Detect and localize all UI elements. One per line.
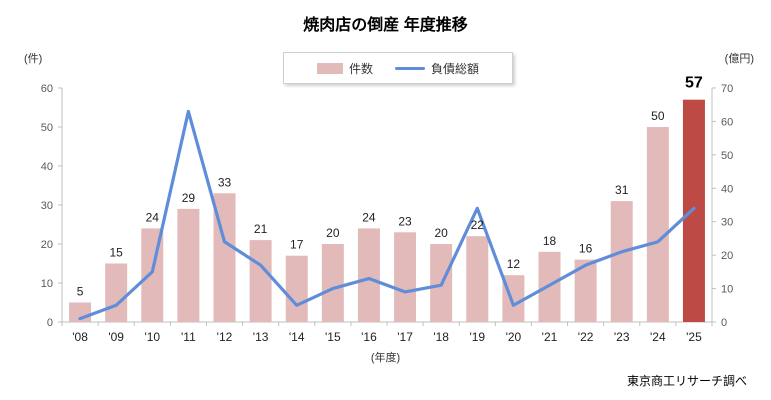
legend: 件数 負債総額 [283, 52, 513, 84]
svg-text:'25: '25 [686, 330, 702, 344]
svg-text:50: 50 [41, 122, 53, 134]
legend-label-line: 負債総額 [431, 61, 480, 76]
svg-text:10: 10 [721, 284, 733, 296]
svg-text:17: 17 [290, 238, 304, 252]
svg-text:'18: '18 [433, 330, 449, 344]
svg-text:30: 30 [721, 217, 733, 229]
svg-text:30: 30 [41, 200, 53, 212]
chart-title: 焼肉店の倒産 年度推移 [303, 17, 468, 34]
svg-text:10: 10 [41, 278, 53, 290]
svg-text:'17: '17 [397, 330, 413, 344]
svg-text:'19: '19 [469, 330, 485, 344]
svg-text:'23: '23 [614, 330, 630, 344]
svg-text:20: 20 [434, 226, 448, 240]
legend-item-bars: 件数 [316, 60, 373, 77]
svg-text:70: 70 [721, 83, 733, 95]
svg-text:'20: '20 [506, 330, 522, 344]
svg-text:20: 20 [41, 239, 53, 251]
bar-series-swatch-icon [316, 62, 343, 74]
svg-text:60: 60 [41, 83, 53, 95]
left-axis-unit-label: (件) [24, 53, 43, 65]
line-series-swatch-icon [395, 66, 425, 70]
svg-text:5: 5 [77, 285, 84, 299]
svg-text:0: 0 [47, 317, 53, 329]
svg-text:'14: '14 [289, 330, 305, 344]
svg-text:'12: '12 [217, 330, 233, 344]
svg-text:21: 21 [254, 222, 268, 236]
svg-text:33: 33 [218, 175, 232, 189]
svg-text:18: 18 [543, 234, 557, 248]
legend-label-bars: 件数 [348, 61, 373, 76]
svg-text:40: 40 [41, 161, 53, 173]
svg-text:50: 50 [651, 109, 665, 123]
right-axis-unit-label: (億円) [724, 53, 754, 65]
svg-text:57: 57 [685, 75, 703, 92]
svg-text:'08: '08 [72, 330, 88, 344]
svg-text:20: 20 [721, 250, 733, 262]
svg-text:40: 40 [721, 183, 733, 195]
svg-text:16: 16 [579, 242, 593, 256]
svg-text:'13: '13 [253, 330, 269, 344]
svg-text:'09: '09 [108, 330, 124, 344]
svg-text:29: 29 [182, 191, 196, 205]
svg-text:15: 15 [109, 246, 123, 260]
svg-text:60: 60 [721, 116, 733, 128]
svg-text:12: 12 [507, 257, 521, 271]
legend-item-line: 負債総額 [395, 60, 479, 77]
svg-text:0: 0 [721, 317, 727, 329]
svg-text:24: 24 [146, 210, 160, 224]
svg-text:'22: '22 [578, 330, 594, 344]
x-axis-unit-label: (年度) [370, 352, 401, 364]
svg-text:50: 50 [721, 150, 733, 162]
svg-text:'16: '16 [361, 330, 377, 344]
svg-text:20: 20 [326, 226, 340, 240]
svg-text:22: 22 [471, 218, 485, 232]
svg-text:24: 24 [362, 210, 376, 224]
svg-text:'10: '10 [144, 330, 160, 344]
source-credit: 東京商工リサーチ調べ [626, 374, 747, 388]
svg-text:'24: '24 [650, 330, 666, 344]
svg-text:'15: '15 [325, 330, 341, 344]
svg-text:31: 31 [615, 183, 629, 197]
svg-text:'21: '21 [542, 330, 558, 344]
svg-text:'11: '11 [181, 330, 196, 344]
svg-text:23: 23 [398, 214, 412, 228]
